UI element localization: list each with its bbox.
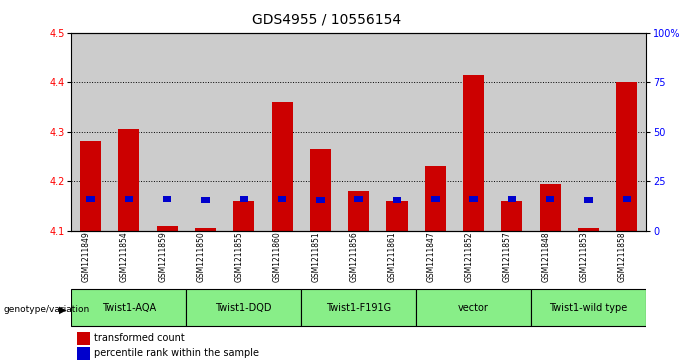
Bar — [80, 142, 101, 231]
Text: GSM1211852: GSM1211852 — [464, 232, 473, 282]
Text: GDS4955 / 10556154: GDS4955 / 10556154 — [252, 13, 401, 27]
Bar — [233, 201, 254, 231]
Text: Twist1-F191G: Twist1-F191G — [326, 303, 391, 313]
Bar — [386, 201, 407, 231]
Bar — [378, 33, 416, 231]
Text: GSM1211858: GSM1211858 — [618, 232, 627, 282]
Bar — [623, 196, 631, 202]
Bar — [156, 225, 177, 231]
Bar — [501, 201, 522, 231]
FancyBboxPatch shape — [301, 289, 416, 326]
Bar — [546, 196, 554, 202]
Bar — [163, 196, 171, 202]
Bar — [278, 196, 286, 202]
FancyBboxPatch shape — [531, 289, 646, 326]
Text: GSM1211856: GSM1211856 — [350, 232, 359, 282]
Bar — [263, 33, 301, 231]
Bar — [109, 33, 148, 231]
Text: GSM1211855: GSM1211855 — [235, 232, 243, 282]
Bar — [148, 33, 186, 231]
Bar — [354, 196, 363, 202]
Text: GSM1211854: GSM1211854 — [120, 232, 129, 282]
Bar — [540, 184, 561, 231]
Bar — [608, 33, 646, 231]
Bar — [578, 228, 599, 231]
Bar — [416, 33, 454, 231]
Bar — [195, 228, 216, 231]
Bar — [77, 347, 90, 360]
Text: vector: vector — [458, 303, 489, 313]
Bar — [86, 196, 95, 202]
FancyBboxPatch shape — [71, 289, 186, 326]
Text: ▶: ▶ — [59, 304, 67, 314]
Bar — [301, 33, 339, 231]
Bar — [508, 196, 516, 202]
Bar — [310, 149, 331, 231]
Bar — [316, 197, 324, 203]
Bar — [569, 33, 608, 231]
Text: Twist1-wild type: Twist1-wild type — [549, 303, 628, 313]
Text: percentile rank within the sample: percentile rank within the sample — [95, 348, 259, 358]
Bar — [271, 102, 292, 231]
Text: Twist1-DQD: Twist1-DQD — [216, 303, 272, 313]
Bar — [431, 196, 439, 202]
Text: GSM1211849: GSM1211849 — [82, 232, 90, 282]
Text: GSM1211851: GSM1211851 — [311, 232, 320, 282]
Bar — [118, 129, 139, 231]
Bar — [186, 33, 224, 231]
Text: GSM1211850: GSM1211850 — [197, 232, 205, 282]
Bar — [463, 75, 484, 231]
Text: GSM1211847: GSM1211847 — [426, 232, 435, 282]
Bar — [339, 33, 378, 231]
Bar — [616, 82, 637, 231]
Text: GSM1211859: GSM1211859 — [158, 232, 167, 282]
Bar — [393, 197, 401, 203]
Text: genotype/variation: genotype/variation — [3, 305, 90, 314]
Bar — [493, 33, 531, 231]
Bar — [348, 191, 369, 231]
Bar — [77, 332, 90, 345]
Text: GSM1211860: GSM1211860 — [273, 232, 282, 282]
Text: Twist1-AQA: Twist1-AQA — [102, 303, 156, 313]
Bar — [124, 196, 133, 202]
Bar — [584, 197, 593, 203]
Bar — [531, 33, 569, 231]
Text: GSM1211861: GSM1211861 — [388, 232, 397, 282]
Bar — [224, 33, 263, 231]
Bar — [425, 166, 446, 231]
Text: GSM1211853: GSM1211853 — [579, 232, 588, 282]
Text: GSM1211857: GSM1211857 — [503, 232, 512, 282]
Bar — [469, 196, 478, 202]
Bar — [454, 33, 493, 231]
Text: transformed count: transformed count — [95, 333, 185, 343]
FancyBboxPatch shape — [416, 289, 531, 326]
Bar — [71, 33, 109, 231]
Bar — [201, 197, 209, 203]
FancyBboxPatch shape — [186, 289, 301, 326]
Bar — [239, 196, 248, 202]
Text: GSM1211848: GSM1211848 — [541, 232, 550, 282]
